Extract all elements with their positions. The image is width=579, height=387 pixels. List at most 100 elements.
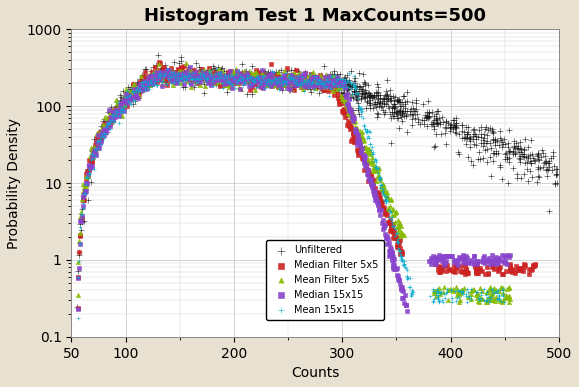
Mean 15x15	[327, 74, 336, 80]
Unfiltered	[171, 74, 181, 80]
Median Filter 5x5	[461, 266, 471, 272]
Mean Filter 5x5	[466, 288, 475, 294]
Median Filter 5x5	[115, 106, 124, 112]
Unfiltered	[394, 96, 404, 102]
Median 15x15	[375, 207, 384, 213]
Median 15x15	[277, 74, 286, 80]
Mean 15x15	[391, 230, 401, 236]
Median Filter 5x5	[530, 262, 540, 268]
Median 15x15	[206, 75, 215, 81]
Mean Filter 5x5	[115, 102, 124, 108]
Mean Filter 5x5	[297, 74, 306, 80]
Mean Filter 5x5	[271, 82, 280, 88]
Unfiltered	[485, 140, 494, 147]
Unfiltered	[86, 155, 96, 161]
Mean Filter 5x5	[350, 118, 359, 125]
Median 15x15	[363, 167, 372, 173]
Mean 15x15	[246, 75, 255, 81]
Mean Filter 5x5	[162, 68, 171, 74]
Unfiltered	[243, 91, 252, 97]
Median 15x15	[188, 73, 197, 79]
Unfiltered	[109, 109, 119, 115]
Unfiltered	[226, 75, 236, 81]
Mean 15x15	[310, 73, 319, 79]
Mean Filter 5x5	[306, 72, 315, 78]
Median 15x15	[263, 73, 272, 79]
Mean 15x15	[459, 288, 468, 294]
Median Filter 5x5	[389, 228, 398, 234]
Unfiltered	[115, 101, 124, 108]
Unfiltered	[134, 89, 144, 95]
Median 15x15	[295, 77, 305, 84]
Median 15x15	[86, 164, 96, 170]
Unfiltered	[407, 116, 416, 122]
Mean 15x15	[264, 83, 273, 89]
Unfiltered	[383, 98, 392, 104]
Unfiltered	[376, 92, 385, 98]
Median 15x15	[93, 144, 102, 150]
Mean Filter 5x5	[336, 92, 346, 99]
Median Filter 5x5	[96, 134, 105, 140]
Median Filter 5x5	[325, 80, 334, 86]
Median Filter 5x5	[305, 81, 314, 87]
Mean Filter 5x5	[278, 77, 287, 83]
Median Filter 5x5	[299, 76, 309, 82]
Mean Filter 5x5	[453, 288, 462, 294]
Mean 15x15	[201, 78, 210, 84]
Mean 15x15	[222, 74, 232, 80]
Median 15x15	[222, 80, 231, 86]
Median Filter 5x5	[159, 64, 168, 70]
Mean 15x15	[339, 76, 349, 82]
Mean Filter 5x5	[277, 74, 286, 80]
Median 15x15	[427, 255, 436, 261]
Unfiltered	[525, 168, 534, 175]
Unfiltered	[145, 72, 155, 79]
Mean 15x15	[203, 75, 212, 81]
Median 15x15	[160, 72, 170, 78]
Median Filter 5x5	[471, 267, 480, 273]
Mean 15x15	[236, 72, 245, 79]
Unfiltered	[178, 71, 187, 77]
Unfiltered	[414, 118, 423, 125]
Median 15x15	[488, 259, 497, 265]
Mean Filter 5x5	[200, 75, 209, 81]
Mean Filter 5x5	[157, 75, 167, 81]
Mean Filter 5x5	[132, 85, 141, 91]
Mean Filter 5x5	[394, 217, 403, 223]
Unfiltered	[362, 92, 372, 99]
Unfiltered	[369, 101, 378, 107]
Unfiltered	[387, 98, 396, 104]
Median 15x15	[170, 77, 179, 83]
Mean 15x15	[490, 289, 500, 295]
Median 15x15	[172, 78, 181, 84]
Unfiltered	[155, 67, 164, 73]
Mean 15x15	[497, 298, 506, 304]
Median 15x15	[133, 86, 142, 92]
Mean Filter 5x5	[435, 291, 445, 297]
Unfiltered	[423, 113, 432, 119]
Median 15x15	[126, 96, 135, 103]
Mean 15x15	[294, 82, 303, 88]
Mean Filter 5x5	[397, 230, 406, 236]
Unfiltered	[205, 74, 214, 80]
Median Filter 5x5	[441, 262, 450, 269]
Median 15x15	[265, 71, 274, 77]
Median 15x15	[259, 79, 268, 85]
Mean 15x15	[383, 198, 393, 204]
Median 15x15	[179, 80, 189, 87]
Mean Filter 5x5	[272, 81, 281, 87]
Mean Filter 5x5	[490, 288, 499, 295]
Mean 15x15	[222, 78, 231, 84]
Unfiltered	[141, 77, 151, 83]
Median 15x15	[382, 233, 391, 239]
Median 15x15	[146, 80, 156, 86]
Unfiltered	[483, 132, 492, 138]
Mean Filter 5x5	[320, 78, 329, 84]
Mean 15x15	[350, 86, 360, 92]
Median 15x15	[499, 258, 508, 264]
Unfiltered	[411, 115, 420, 121]
Unfiltered	[334, 84, 343, 90]
Unfiltered	[201, 69, 211, 75]
Unfiltered	[283, 75, 292, 81]
Mean Filter 5x5	[375, 175, 384, 182]
